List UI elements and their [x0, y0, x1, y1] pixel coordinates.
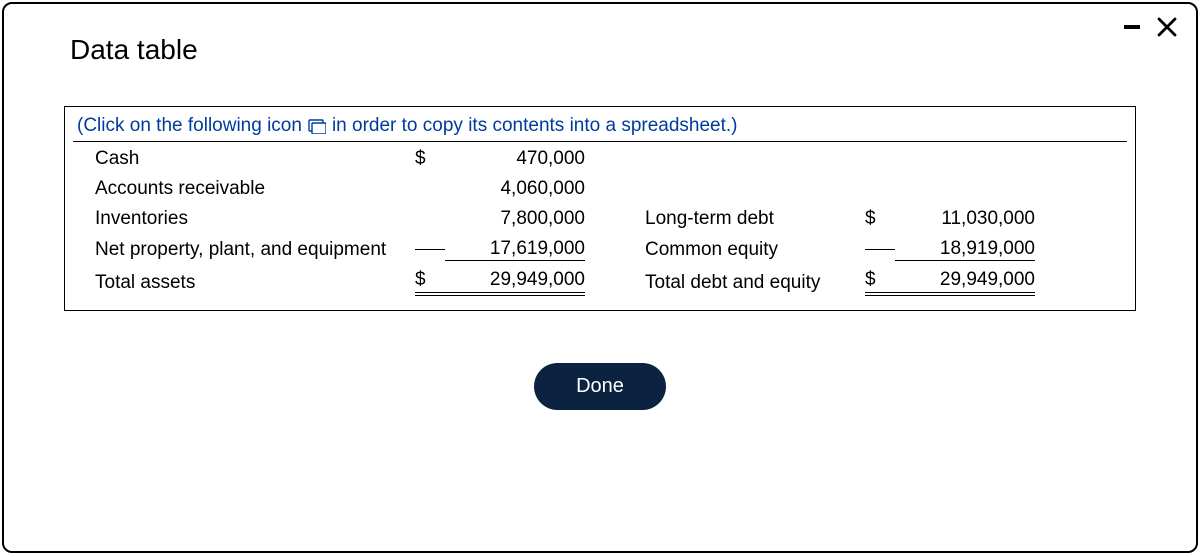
currency-symbol: $	[865, 208, 895, 230]
row-value: 11,030,000	[895, 208, 1035, 230]
currency-symbol	[865, 249, 895, 250]
empty-cell	[645, 148, 865, 170]
row-label: Total assets	[95, 272, 415, 294]
assets-column: Cash$470,000Accounts receivable4,060,000…	[95, 148, 585, 296]
balance-sheet-table: Cash$470,000Accounts receivable4,060,000…	[65, 142, 1135, 310]
row-label: Total debt and equity	[645, 272, 865, 294]
row-value: 470,000	[445, 148, 585, 170]
window-controls	[1122, 16, 1178, 38]
row-label: Cash	[95, 148, 415, 170]
instruction-text: (Click on the following icon in order to…	[73, 107, 1127, 142]
row-value: 29,949,000	[895, 269, 1035, 296]
currency-symbol: $	[865, 269, 895, 296]
row-label: Long-term debt	[645, 208, 865, 230]
instruction-before: (Click on the following icon	[77, 115, 302, 137]
row-value: 4,060,000	[445, 178, 585, 200]
row-label: Common equity	[645, 239, 865, 261]
currency-symbol: $	[415, 148, 445, 170]
row-label: Inventories	[95, 208, 415, 230]
minimize-icon[interactable]	[1122, 17, 1142, 37]
currency-symbol	[415, 249, 445, 250]
row-label: Accounts receivable	[95, 178, 415, 200]
row-value: 17,619,000	[445, 238, 585, 261]
modal-dialog: Data table (Click on the following icon …	[2, 2, 1198, 553]
row-value: 29,949,000	[445, 269, 585, 296]
liabilities-column: Long-term debt$11,030,000Common equity18…	[645, 148, 1035, 296]
close-icon[interactable]	[1156, 16, 1178, 38]
instruction-after: in order to copy its contents into a spr…	[332, 115, 738, 137]
copy-icon[interactable]	[308, 115, 326, 137]
row-label: Net property, plant, and equipment	[95, 239, 415, 261]
dialog-title: Data table	[4, 4, 1196, 66]
currency-symbol: $	[415, 269, 445, 296]
empty-cell	[645, 178, 865, 200]
data-panel: (Click on the following icon in order to…	[64, 106, 1136, 311]
done-button[interactable]: Done	[534, 363, 666, 410]
row-value: 7,800,000	[445, 208, 585, 230]
row-value: 18,919,000	[895, 238, 1035, 261]
